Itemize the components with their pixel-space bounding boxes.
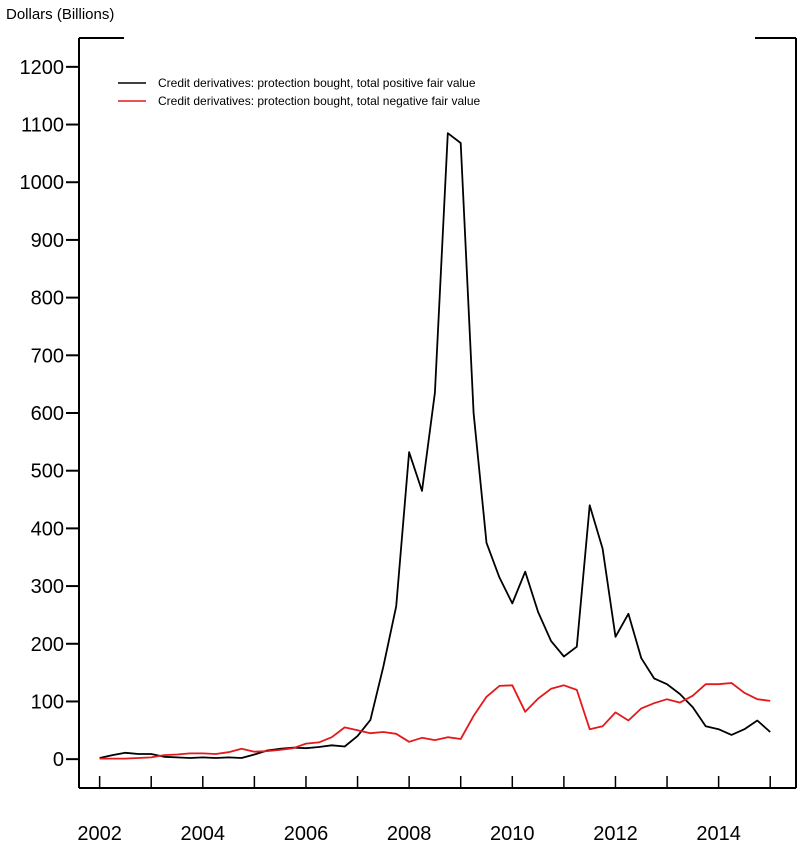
x-tick-label-2012: 2012: [593, 823, 638, 845]
y-tick-label-100: 100: [31, 691, 64, 713]
y-tick-label-1200: 1200: [20, 57, 65, 79]
plot-frame: [78, 37, 797, 789]
legend-label-positive: Credit derivatives: protection bought, t…: [158, 76, 476, 90]
y-axis-ticks: 0 100 200 300 400 500 600 700 800 900 1000 1100 1200: [20, 57, 79, 771]
y-tick-label-1000: 1000: [20, 172, 65, 194]
x-tick-label-2014: 2014: [696, 823, 741, 845]
y-axis-unit-label: Dollars (Billions): [6, 6, 114, 23]
y-tick-label-600: 600: [31, 403, 64, 425]
y-tick-label-400: 400: [31, 518, 64, 540]
y-tick-label-500: 500: [31, 461, 64, 483]
series-line-negative-fair-value: [99, 682, 771, 760]
y-tick-label-700: 700: [31, 345, 64, 367]
y-tick-label-800: 800: [31, 288, 64, 310]
legend-label-negative: Credit derivatives: protection bought, t…: [158, 94, 481, 108]
x-tick-label-2010: 2010: [490, 823, 535, 845]
x-tick-label-2004: 2004: [181, 823, 226, 845]
x-axis-ticks: 2002 2004 2006 2008 2010 2012 2014: [77, 776, 771, 845]
y-tick-label-0: 0: [53, 749, 64, 771]
y-tick-label-300: 300: [31, 576, 64, 598]
series-line-positive-fair-value: [99, 132, 771, 759]
y-tick-label-200: 200: [31, 634, 64, 656]
y-tick-label-900: 900: [31, 230, 64, 252]
y-tick-label-1100: 1100: [21, 115, 64, 137]
x-tick-label-2006: 2006: [284, 823, 329, 845]
series-lines: [99, 132, 771, 760]
legend: Credit derivatives: protection bought, t…: [118, 76, 481, 108]
x-tick-label-2002: 2002: [77, 823, 122, 845]
x-tick-label-2008: 2008: [387, 823, 432, 845]
